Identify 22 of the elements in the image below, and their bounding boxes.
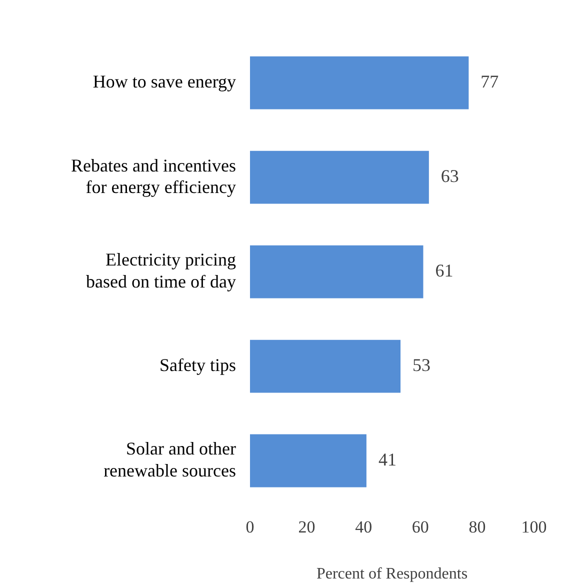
y-tick-label: Electricity pricing based on time of day (86, 250, 236, 292)
bar (250, 340, 401, 393)
data-label: 77 (480, 72, 499, 92)
data-label: 53 (412, 355, 431, 376)
y-tick-label: Safety tips (160, 355, 236, 376)
y-tick-label: Solar and other renewable sources (104, 438, 236, 480)
x-tick-label: 60 (412, 518, 429, 537)
x-tick-label: 100 (521, 518, 547, 537)
x-tick-label: 20 (298, 518, 316, 537)
data-label: 61 (435, 260, 454, 281)
bar (250, 150, 429, 204)
bar (250, 245, 424, 298)
x-tick-label: 40 (355, 518, 372, 537)
y-tick-label: How to save energy (92, 72, 236, 92)
data-label: 41 (378, 449, 396, 470)
data-label: 63 (440, 166, 459, 186)
bar (250, 56, 469, 110)
x-axis-title: Percent of Respondents (316, 566, 468, 583)
x-tick-label: 80 (468, 518, 486, 537)
bar (250, 434, 366, 488)
y-tick-label: Rebates and incentives for energy efficiency (71, 155, 236, 197)
x-tick-label: 0 (246, 518, 254, 537)
